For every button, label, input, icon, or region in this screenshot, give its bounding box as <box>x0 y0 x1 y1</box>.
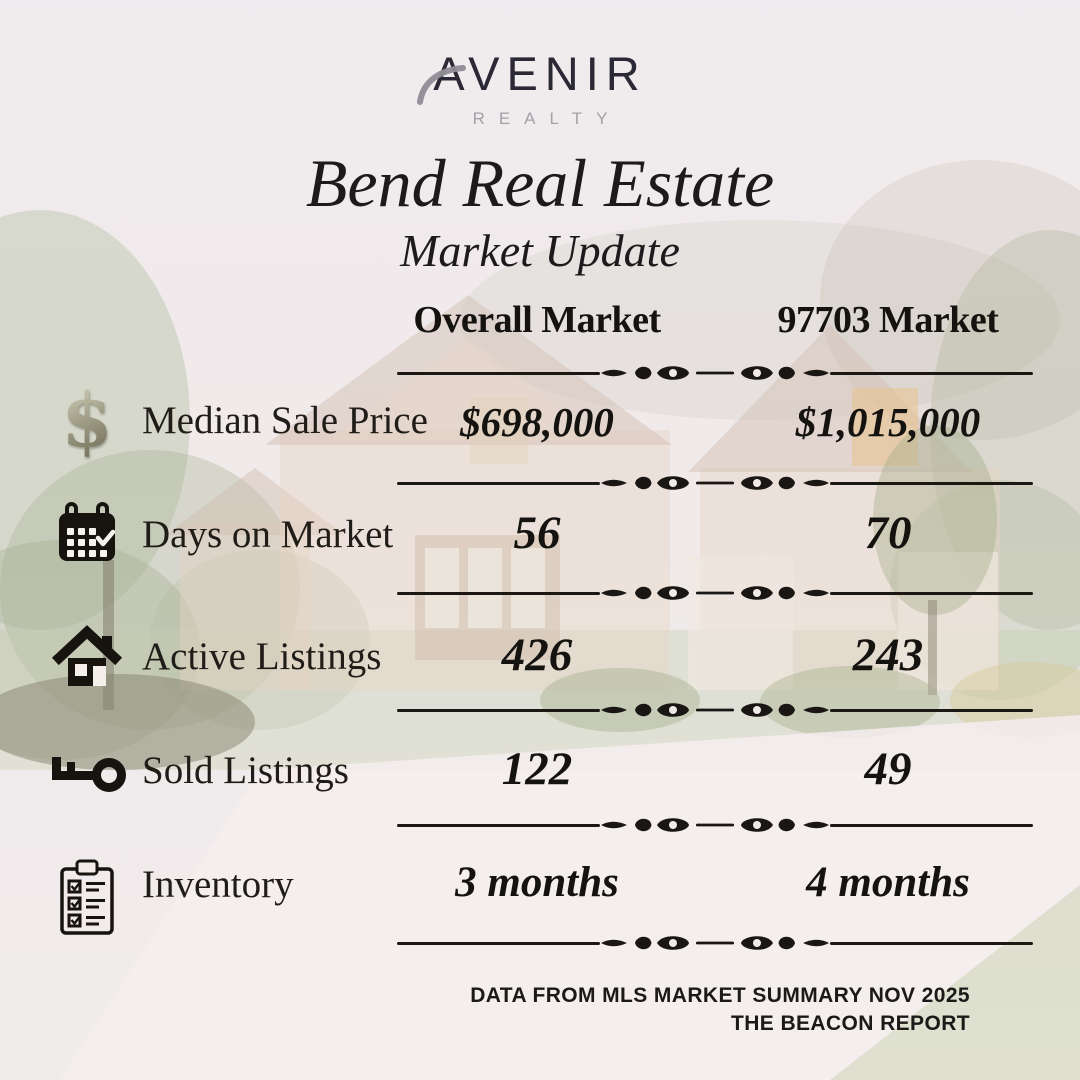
divider-ornament-icon <box>601 586 829 600</box>
dollar-icon: $ <box>61 378 113 464</box>
key-icon <box>50 748 126 805</box>
page-title: Bend Real Estate <box>305 145 775 221</box>
divider-ornament-icon <box>601 703 829 717</box>
zip-inventory: 4 months <box>806 859 970 906</box>
metric-label: Median Sale Price <box>142 399 428 442</box>
house-icon <box>50 622 124 693</box>
divider <box>397 361 1033 385</box>
divider <box>397 471 1033 495</box>
zip-days-on-market: 70 <box>864 507 912 559</box>
zip-active-listings: 243 <box>852 629 924 681</box>
footer-line-2: THE BEACON REPORT <box>731 1011 970 1035</box>
metric-label: Inventory <box>142 863 294 906</box>
overall-days-on-market: 56 <box>513 507 561 559</box>
column-header-97703: 97703 Market <box>777 299 999 341</box>
brand-tagline: REALTY <box>472 109 622 128</box>
overall-active-listings: 426 <box>501 629 573 681</box>
metric-label: Sold Listings <box>142 749 349 792</box>
clipboard-icon <box>50 856 124 943</box>
footer-line-1: DATA FROM MLS MARKET SUMMARY NOV 2025 <box>470 984 970 1007</box>
divider <box>397 813 1033 837</box>
column-header-overall: Overall Market <box>413 299 661 341</box>
divider-ornament-icon <box>601 936 829 950</box>
metric-label: Active Listings <box>142 635 382 678</box>
brand-name: AVENIR <box>433 47 647 100</box>
calendar-icon <box>50 500 124 571</box>
zip-median-sale-price: $1,015,000 <box>795 399 981 445</box>
divider-ornament-icon <box>601 476 829 490</box>
divider <box>397 698 1033 722</box>
divider-ornament-icon <box>601 366 829 380</box>
page-subtitle: Market Update <box>400 225 680 276</box>
data-source-footer: DATA FROM MLS MARKET SUMMARY NOV 2025 TH… <box>470 982 970 1037</box>
logo-swoosh-icon <box>417 65 467 105</box>
brand-wordmark: AVENIR <box>417 46 647 105</box>
overall-sold-listings: 122 <box>501 743 573 795</box>
divider <box>397 581 1033 605</box>
divider <box>397 931 1033 955</box>
brand-logo: AVENIR REALTY <box>0 46 1080 129</box>
zip-sold-listings: 49 <box>864 743 912 795</box>
divider-ornament-icon <box>601 818 829 832</box>
overall-median-sale-price: $698,000 <box>460 399 614 445</box>
metric-label: Days on Market <box>142 513 394 556</box>
overall-inventory: 3 months <box>455 859 619 906</box>
